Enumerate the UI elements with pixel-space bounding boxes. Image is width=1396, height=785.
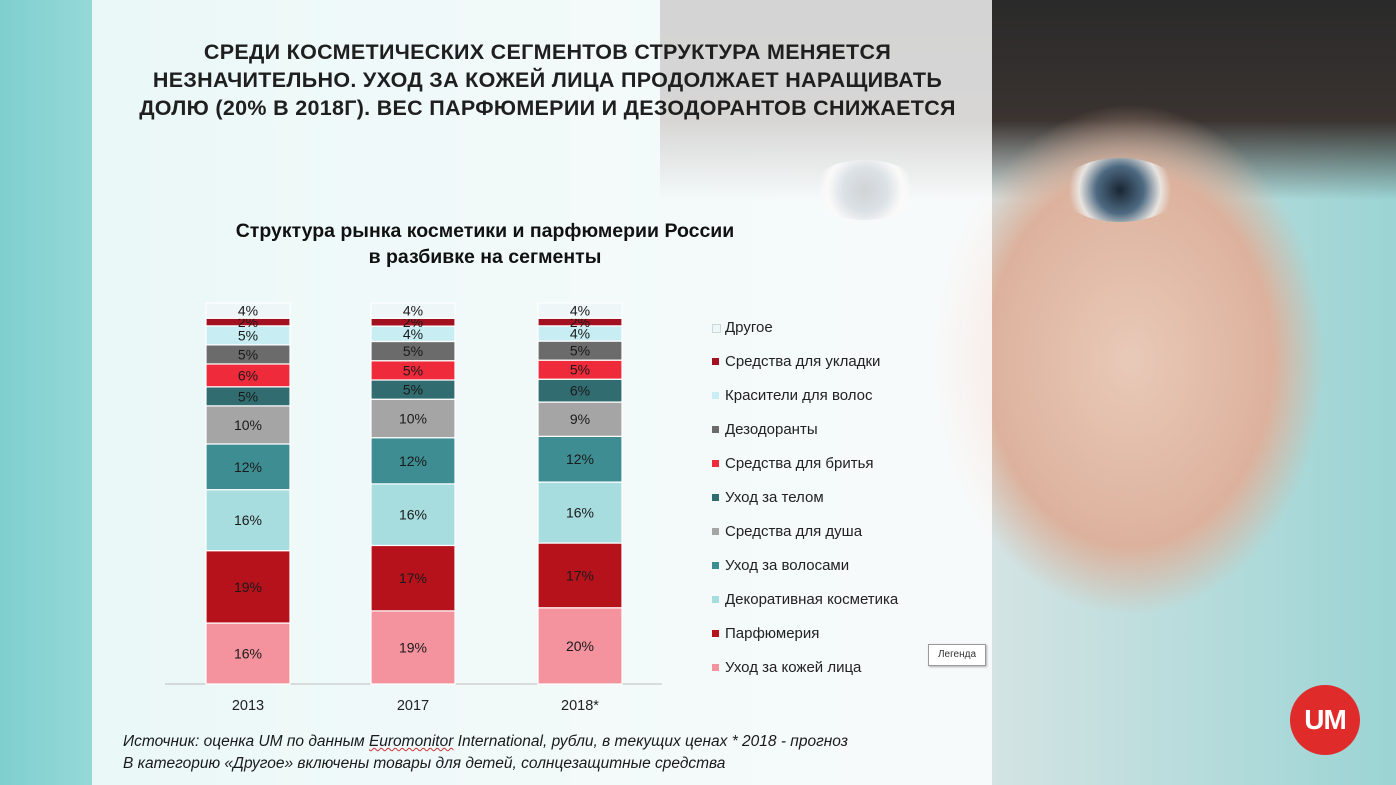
source-note: Источник: оценка UM по данным Euromonito… xyxy=(123,731,848,775)
bar-segment xyxy=(537,481,623,544)
legend-swatch xyxy=(712,426,719,433)
bar-segment xyxy=(370,398,456,439)
um-logo: UM xyxy=(1290,685,1360,755)
legend-label: Средства для бритья xyxy=(725,455,874,472)
data-label: 9% xyxy=(570,411,590,427)
legend-swatch xyxy=(712,562,719,569)
bar-segment xyxy=(537,542,623,609)
headline-line-2: НЕЗНАЧИТЕЛЬНО. УХОД ЗА КОЖЕЙ ЛИЦА ПРОДОЛ… xyxy=(152,68,943,92)
x-tick-label: 2013 xyxy=(232,698,264,714)
legend-label: Дезодоранты xyxy=(725,421,818,438)
legend-swatch xyxy=(712,664,719,671)
data-label: 4% xyxy=(570,303,590,319)
legend-swatch xyxy=(712,596,719,603)
bar-segment xyxy=(370,437,456,485)
data-label: 19% xyxy=(399,639,427,655)
source-text-a: Источник: оценка UM по данным xyxy=(123,733,369,750)
chart-title-line-2: в разбивке на сегменты xyxy=(368,246,602,268)
data-label: 5% xyxy=(403,382,423,398)
data-label: 5% xyxy=(570,362,590,378)
eye-right xyxy=(1060,158,1180,222)
data-label: 16% xyxy=(234,512,262,528)
x-tick-label: 2017 xyxy=(397,698,429,714)
data-label: 19% xyxy=(234,579,262,595)
bar-segment xyxy=(205,622,291,685)
headline-line-3: ДОЛЮ (20% В 2018Г). ВЕС ПАРФЮМЕРИИ И ДЕЗ… xyxy=(139,96,956,120)
x-tick-label: 2018* xyxy=(561,698,599,714)
source-text-euromonitor: Euromonitor xyxy=(368,733,454,750)
data-label: 12% xyxy=(234,459,262,475)
legend-label: Средства для душа xyxy=(725,523,863,540)
data-label: 20% xyxy=(566,638,594,654)
bar-segment xyxy=(537,401,623,437)
data-label: 16% xyxy=(234,646,262,662)
bar-segment xyxy=(205,302,291,319)
legend-swatch xyxy=(712,324,721,333)
chart-title-line-1: Структура рынка косметики и парфюмерии Р… xyxy=(235,220,735,242)
legend-swatch xyxy=(712,358,719,365)
bar-segment xyxy=(370,544,456,612)
data-label: 5% xyxy=(403,343,423,359)
data-label: 4% xyxy=(570,325,590,341)
bar-segment xyxy=(537,435,623,483)
bar-segment xyxy=(537,302,623,319)
data-label: 17% xyxy=(566,567,594,583)
data-label: 17% xyxy=(399,570,427,586)
data-label: 4% xyxy=(238,303,258,319)
legend-tooltip: Легенда xyxy=(928,644,986,666)
legend-label: Другое xyxy=(725,319,773,336)
data-label: 10% xyxy=(234,417,262,433)
headline-line-1: СРЕДИ КОСМЕТИЧЕСКИХ СЕГМЕНТОВ СТРУКТУРА … xyxy=(203,40,892,64)
headline: СРЕДИ КОСМЕТИЧЕСКИХ СЕГМЕНТОВ СТРУКТУРА … xyxy=(100,38,995,122)
data-label: 16% xyxy=(566,505,594,521)
source-text-c: International, рубли, в текущих ценах * … xyxy=(453,733,848,750)
legend-label: Уход за волосами xyxy=(725,557,850,574)
chart-title: Структура рынка косметики и парфюмерии Р… xyxy=(150,218,820,270)
data-label: 10% xyxy=(399,410,427,426)
data-label: 6% xyxy=(238,367,258,383)
legend-label: Декоративная косметика xyxy=(725,591,899,608)
legend-label: Красители для волос xyxy=(725,387,873,404)
data-label: 4% xyxy=(403,303,423,319)
legend-swatch xyxy=(712,528,719,535)
legend-swatch xyxy=(712,494,719,501)
bar-segment xyxy=(537,607,623,685)
bar-segment xyxy=(370,302,456,319)
bar-segment xyxy=(370,610,456,685)
bar-segment xyxy=(370,483,456,547)
legend-label: Средства для укладки xyxy=(725,353,881,370)
legend-label: Парфюмерия xyxy=(725,625,820,642)
data-label: 12% xyxy=(399,453,427,469)
source-line-2: В категорию «Другое» включены товары для… xyxy=(123,755,726,772)
data-label: 6% xyxy=(570,383,590,399)
data-label: 5% xyxy=(238,327,258,343)
data-label: 5% xyxy=(403,362,423,378)
data-label: 5% xyxy=(238,346,258,362)
source-line-1: Источник: оценка UM по данным Euromonito… xyxy=(123,731,848,753)
data-label: 16% xyxy=(399,507,427,523)
legend-swatch xyxy=(712,392,719,399)
data-label: 5% xyxy=(570,343,590,359)
data-label: 5% xyxy=(238,388,258,404)
data-label: 4% xyxy=(403,326,423,342)
legend-label: Уход за телом xyxy=(725,489,824,506)
legend-swatch xyxy=(712,460,719,467)
data-label: 12% xyxy=(566,451,594,467)
legend-swatch xyxy=(712,630,719,637)
legend-label: Уход за кожей лица xyxy=(725,659,862,676)
